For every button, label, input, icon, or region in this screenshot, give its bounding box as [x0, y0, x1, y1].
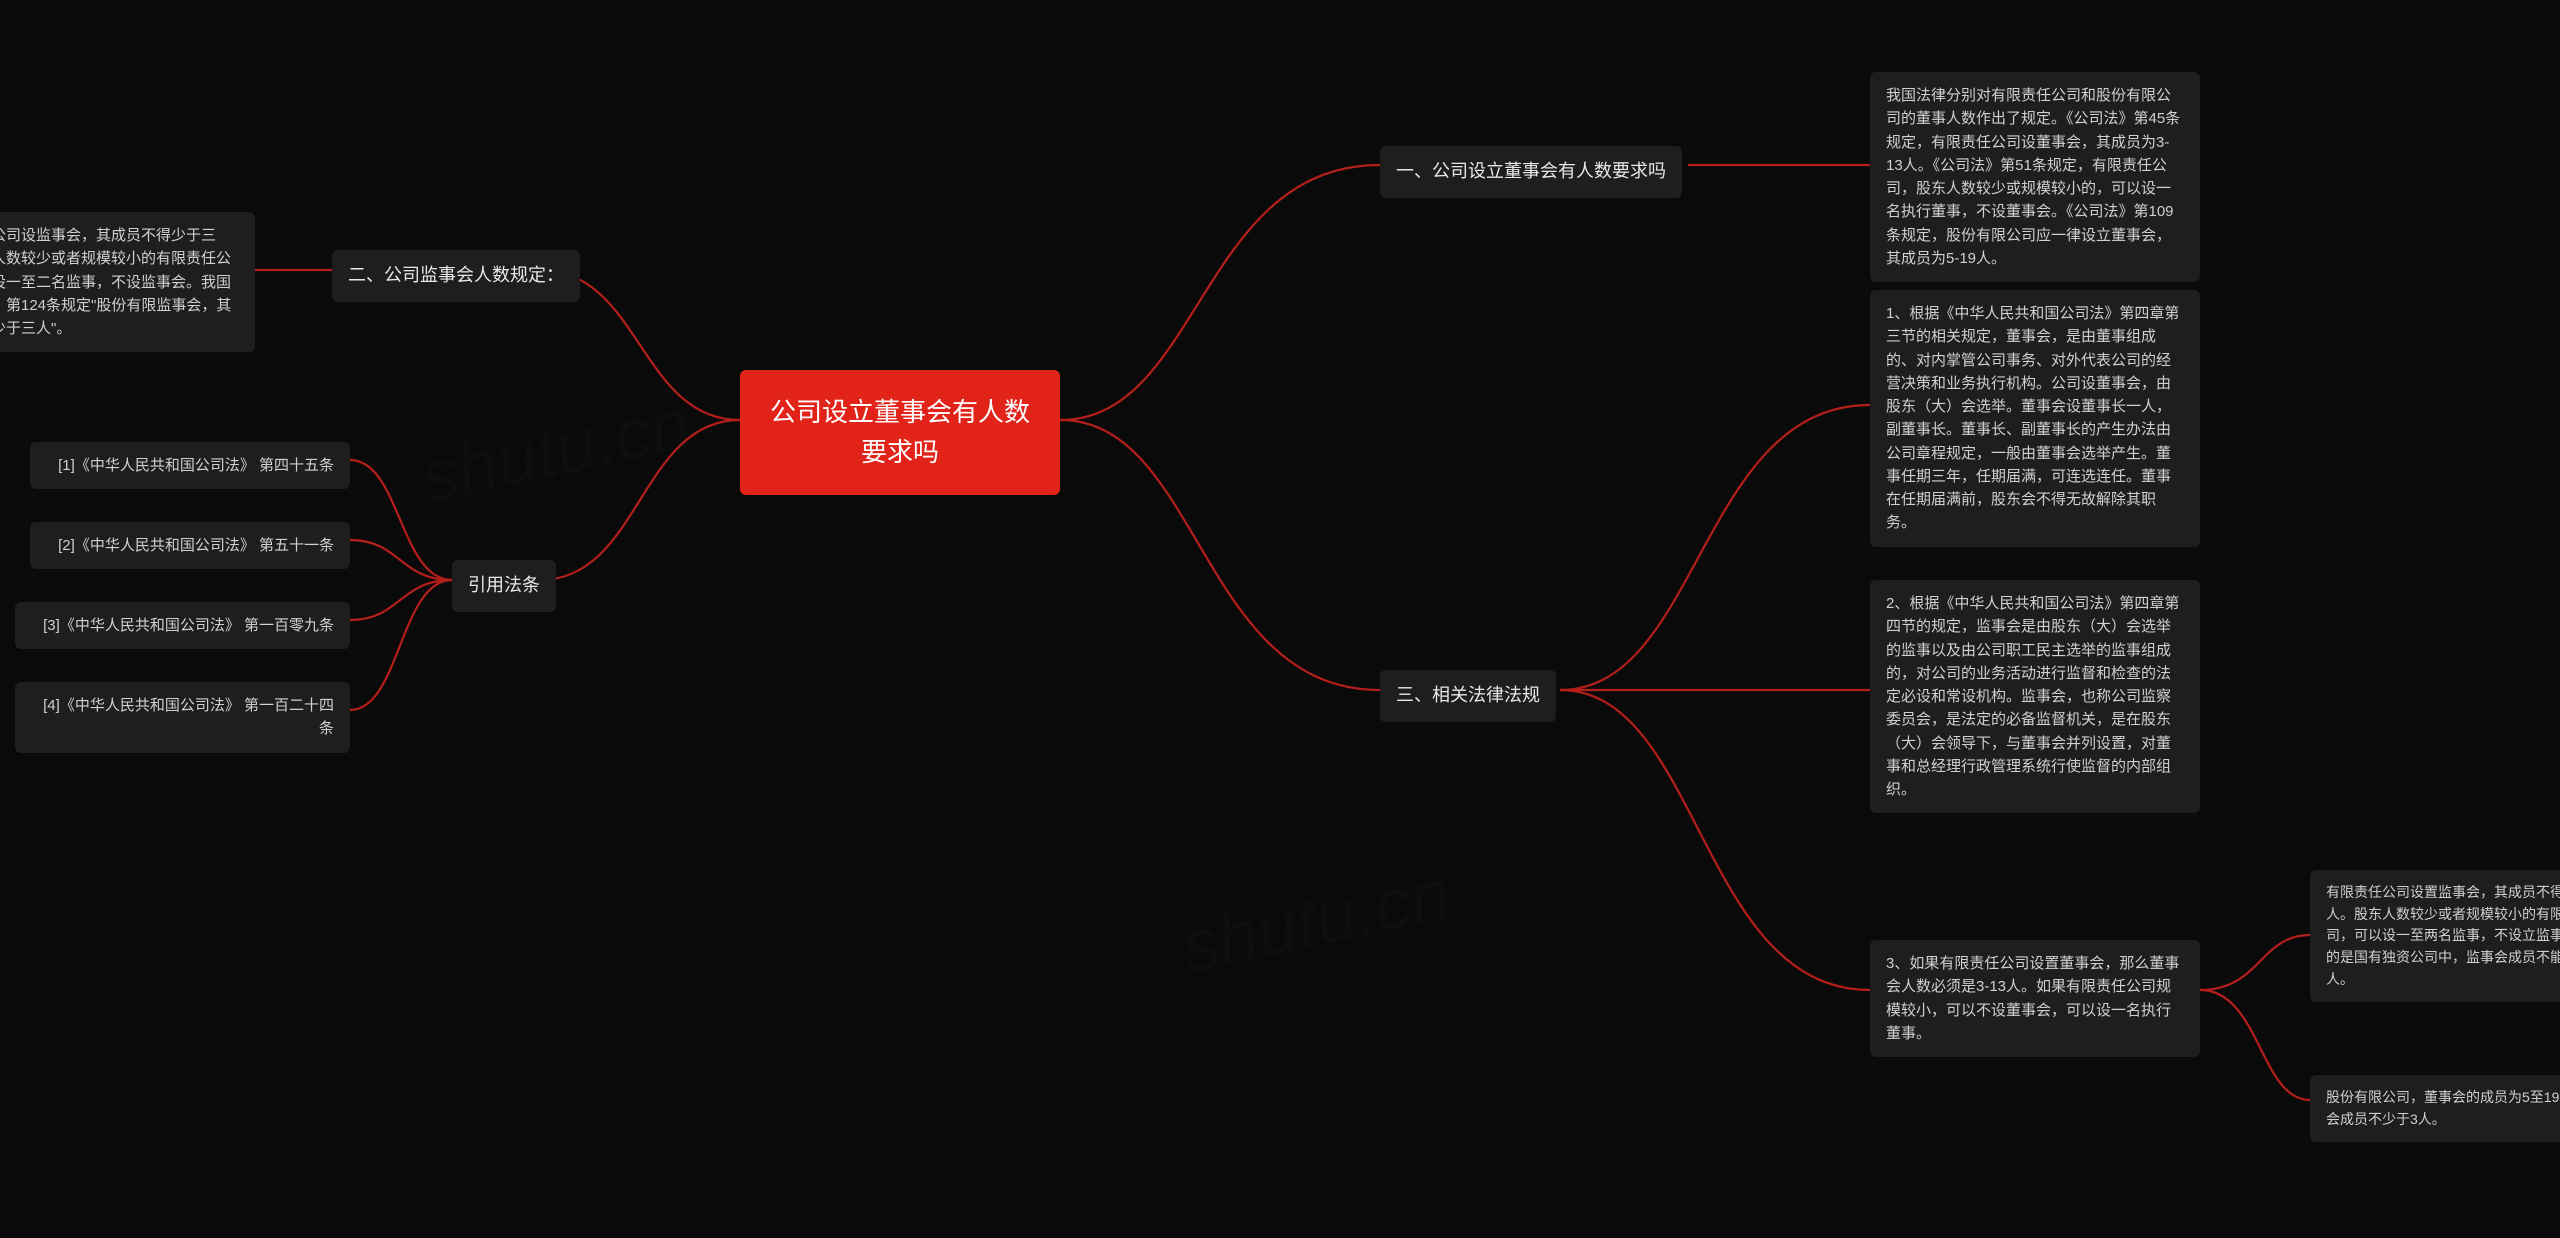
root-node[interactable]: 公司设立董事会有人数要求吗 [740, 370, 1060, 495]
branch-three-sub3-d1: 有限责任公司设置监事会，其成员不得少于3人。股东人数较少或者规模较小的有限责任公… [2310, 870, 2560, 1002]
watermark: shutu.cn [414, 383, 697, 520]
watermark: shutu.cn [1174, 853, 1457, 990]
cite-item-1: [1]《中华人民共和国公司法》 第四十五条 [30, 442, 350, 489]
branch-cite[interactable]: 引用法条 [452, 560, 556, 612]
branch-one-detail: 我国法律分别对有限责任公司和股份有限公司的董事人数作出了规定。《公司法》第45条… [1870, 72, 2200, 282]
branch-three-sub2: 2、根据《中华人民共和国公司法》第四章第四节的规定，监事会是由股东（大）会选举的… [1870, 580, 2200, 813]
branch-three-sub3-d2: 股份有限公司，董事会的成员为5至19人。监事会成员不少于3人。 [2310, 1075, 2560, 1142]
branch-one[interactable]: 一、公司设立董事会有人数要求吗 [1380, 146, 1682, 198]
branch-three-sub3[interactable]: 3、如果有限责任公司设置董事会，那么董事会人数必须是3-13人。如果有限责任公司… [1870, 940, 2200, 1057]
branch-two[interactable]: 二、公司监事会人数规定： [332, 250, 580, 302]
branch-three-sub1: 1、根据《中华人民共和国公司法》第四章第三节的相关规定，董事会，是由董事组成的、… [1870, 290, 2200, 547]
cite-item-4: [4]《中华人民共和国公司法》 第一百二十四条 [15, 682, 350, 753]
branch-two-detail: 有限责任公司设监事会，其成员不得少于三人。股东人数较少或者规模较小的有限责任公司… [0, 212, 255, 352]
cite-item-3: [3]《中华人民共和国公司法》 第一百零九条 [15, 602, 350, 649]
cite-item-2: [2]《中华人民共和国公司法》 第五十一条 [30, 522, 350, 569]
branch-three[interactable]: 三、相关法律法规 [1380, 670, 1556, 722]
mindmap-canvas: shutu.cn shutu.cn shutu.cn 公司设立董事会有人数要求吗… [0, 0, 2560, 1238]
